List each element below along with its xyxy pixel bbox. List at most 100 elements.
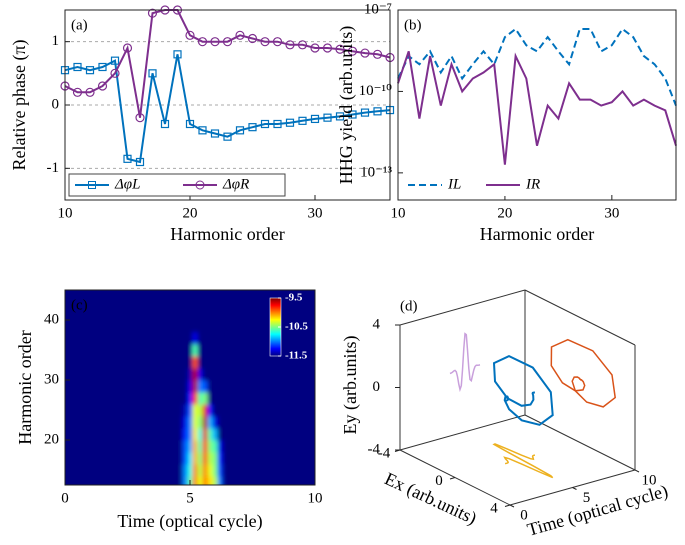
marker — [98, 62, 107, 72]
y-tick-label: 40 — [44, 311, 59, 327]
heatmap-cell — [207, 440, 213, 453]
ey-axis-label: Ey (arb.units) — [340, 336, 361, 435]
heatmap-cell — [217, 404, 223, 417]
heatmap-cell — [187, 416, 193, 429]
heatmap-cell — [182, 452, 188, 465]
heatmap-cell — [182, 332, 188, 345]
marker — [322, 43, 333, 53]
legend-marker — [88, 181, 96, 189]
heatmap-cell — [212, 344, 218, 357]
heatmap-cell — [207, 332, 213, 345]
marker — [72, 87, 83, 97]
heatmap-cell — [212, 392, 218, 405]
heatmap-cell — [177, 428, 183, 441]
projection-t-plane — [550, 338, 617, 408]
heatmap-cell — [197, 452, 203, 465]
colorbar-label: -10.5 — [285, 321, 308, 333]
heatmap-cell — [187, 440, 193, 453]
heatmap-cell — [177, 344, 183, 357]
heatmap-cell — [197, 368, 203, 381]
marker — [273, 119, 282, 129]
marker — [198, 126, 207, 135]
marker — [122, 43, 133, 53]
heatmap-cell — [182, 368, 188, 381]
heatmap-cell — [177, 332, 183, 345]
y-tick-label: 1 — [52, 33, 60, 49]
heatmap-cell — [177, 392, 183, 405]
heatmap-cell — [217, 476, 223, 485]
marker — [248, 123, 257, 132]
heatmap-cell — [192, 416, 198, 429]
marker — [135, 113, 145, 123]
x-tick-label: 5 — [186, 490, 194, 506]
ex-tick — [449, 477, 456, 480]
projection-ey-plane — [492, 443, 554, 479]
marker — [347, 46, 358, 56]
heatmap-cell — [182, 344, 188, 357]
heatmap-blur — [177, 332, 223, 485]
heatmap-cell — [217, 344, 223, 357]
legend-box — [68, 173, 286, 197]
marker — [247, 33, 258, 44]
heatmap-cell — [192, 464, 198, 477]
heatmap-cell — [197, 404, 203, 417]
field-curve — [492, 354, 554, 426]
marker — [160, 119, 170, 129]
y-axis-label: Harmonic order — [15, 330, 35, 444]
heatmap-cell — [187, 392, 193, 405]
marker — [110, 56, 120, 65]
heatmap-cell — [207, 380, 213, 393]
plot-frame — [64, 289, 316, 486]
x-tick-label: 10 — [391, 205, 406, 221]
x-tick-label: 10 — [58, 205, 73, 221]
marker — [135, 157, 145, 167]
t-tick-label: 5 — [583, 490, 591, 506]
ex-tick-label: 4 — [490, 500, 498, 516]
heatmap-cell — [177, 476, 183, 485]
marker — [85, 66, 95, 75]
x-tick-label: 20 — [183, 205, 198, 221]
heatmap-cell — [197, 416, 203, 429]
legend-marker — [195, 180, 205, 190]
legend-label: IR — [525, 176, 540, 192]
heatmap-cell — [177, 464, 183, 477]
marker — [298, 116, 307, 125]
marker — [85, 87, 95, 97]
ex-tick-label: 0 — [435, 473, 443, 489]
heatmap-cell — [192, 428, 198, 441]
y-tick-label: 10⁻¹³ — [360, 164, 392, 180]
heatmap-cell — [182, 416, 188, 429]
legend-label: ΔφL — [114, 176, 140, 192]
heatmap-cell — [197, 332, 203, 345]
heatmap-cell — [202, 368, 208, 381]
marker — [335, 44, 345, 54]
heatmap-cell — [202, 476, 208, 485]
marker — [235, 126, 245, 135]
box-edge — [524, 414, 636, 471]
legend-label: ΔφR — [222, 176, 249, 192]
projection-ex-plane — [449, 332, 481, 393]
heatmap-cell — [207, 356, 213, 369]
marker — [335, 112, 345, 121]
heatmap-cell — [197, 464, 203, 477]
heatmap-cell — [192, 344, 198, 357]
heatmap-cell — [202, 440, 208, 453]
box-edge — [524, 289, 636, 346]
heatmap-cell — [182, 404, 188, 417]
marker — [323, 113, 332, 122]
box-edge — [399, 289, 526, 326]
panel-label: (a) — [71, 17, 88, 33]
heatmap-cell — [207, 368, 213, 381]
heatmap-cell — [207, 428, 213, 441]
heatmap-cell — [192, 368, 198, 381]
heatmap-cell — [212, 404, 218, 417]
marker — [285, 118, 295, 127]
heatmap-cell — [177, 368, 183, 381]
marker — [373, 107, 382, 116]
heatmap-cell — [197, 392, 203, 405]
marker — [222, 37, 233, 47]
heatmap-cell — [192, 380, 198, 393]
heatmap-cell — [202, 380, 208, 393]
heatmap-cell — [212, 332, 218, 345]
legend-box — [402, 174, 558, 196]
